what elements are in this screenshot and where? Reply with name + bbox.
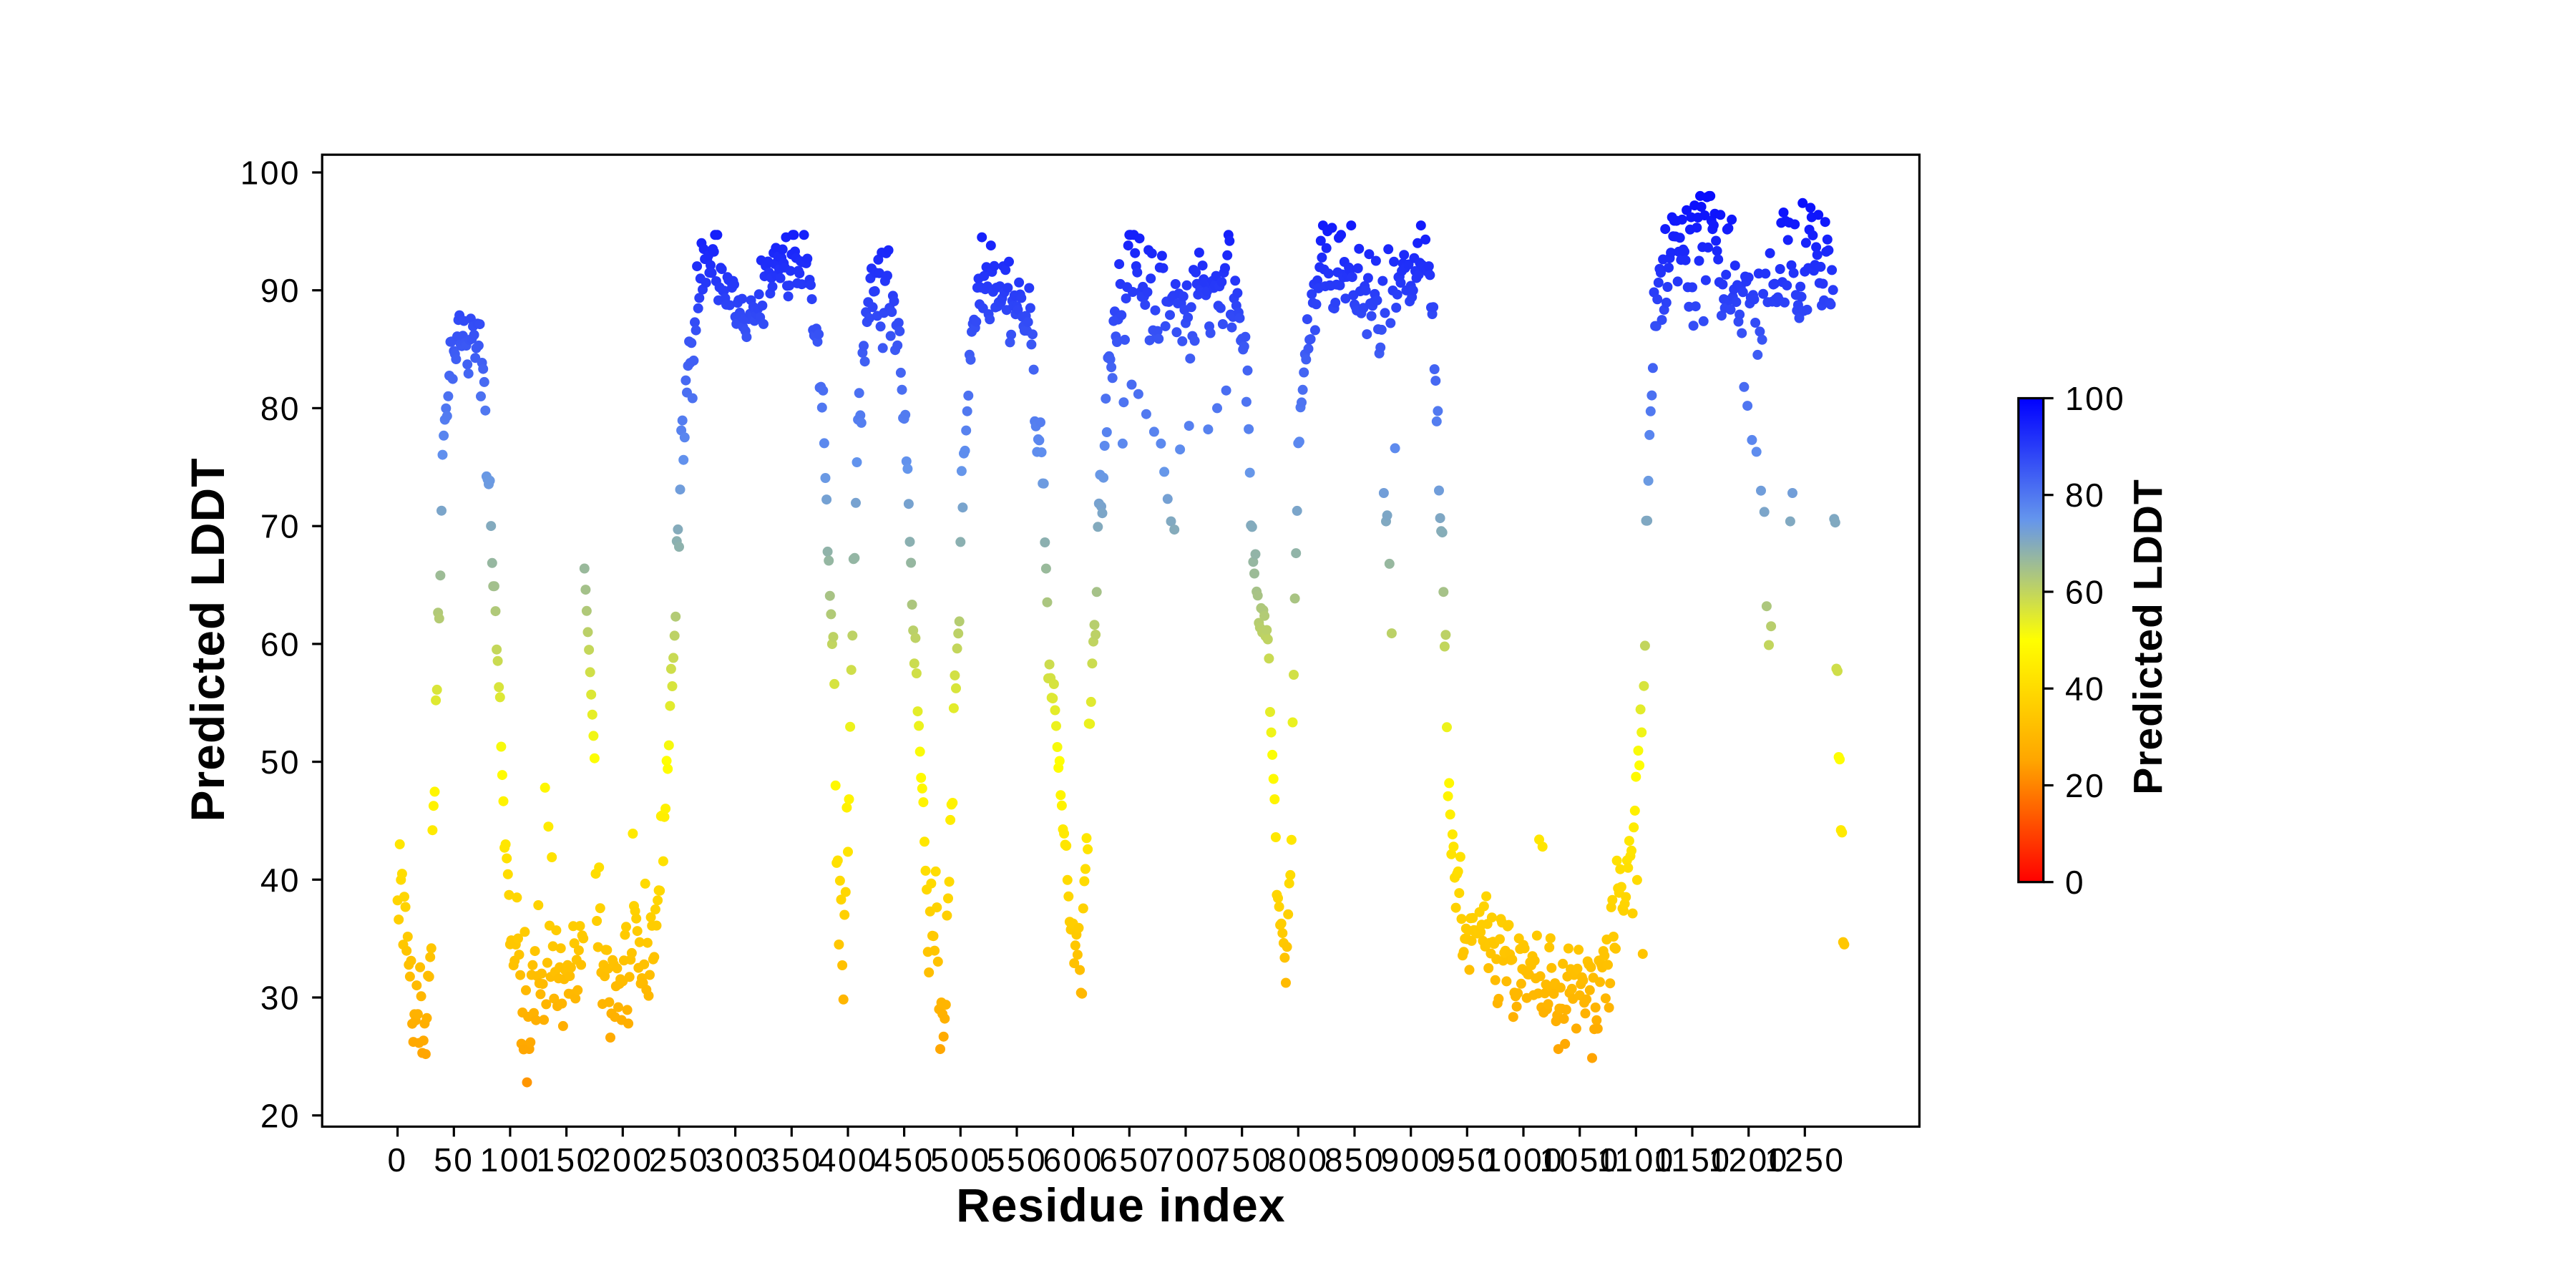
svg-text:250: 250 <box>649 1141 709 1179</box>
svg-text:350: 350 <box>761 1141 821 1179</box>
svg-text:950: 950 <box>1437 1141 1497 1179</box>
svg-text:20: 20 <box>2065 767 2105 804</box>
svg-text:0: 0 <box>388 1141 408 1179</box>
svg-text:Residue index: Residue index <box>956 1179 1285 1231</box>
svg-text:Predicted LDDT: Predicted LDDT <box>2125 479 2171 795</box>
svg-text:0: 0 <box>2065 864 2085 901</box>
svg-text:1150: 1150 <box>1654 1141 1732 1179</box>
svg-text:70: 70 <box>260 508 301 545</box>
svg-text:60: 60 <box>2065 574 2105 611</box>
svg-text:50: 50 <box>434 1141 474 1179</box>
svg-text:400: 400 <box>818 1141 878 1179</box>
svg-text:20: 20 <box>260 1097 301 1134</box>
svg-text:300: 300 <box>705 1141 765 1179</box>
svg-text:50: 50 <box>260 743 301 781</box>
svg-text:30: 30 <box>260 980 301 1017</box>
svg-text:1000: 1000 <box>1483 1141 1563 1179</box>
svg-text:800: 800 <box>1268 1141 1328 1179</box>
svg-text:750: 750 <box>1212 1141 1272 1179</box>
svg-text:80: 80 <box>2065 477 2105 514</box>
svg-text:550: 550 <box>987 1141 1047 1179</box>
svg-text:600: 600 <box>1043 1141 1103 1179</box>
svg-text:900: 900 <box>1381 1141 1441 1179</box>
svg-text:200: 200 <box>592 1141 653 1179</box>
svg-text:1200: 1200 <box>1709 1141 1789 1179</box>
svg-text:40: 40 <box>260 862 301 899</box>
svg-text:500: 500 <box>930 1141 990 1179</box>
svg-text:40: 40 <box>2065 670 2105 708</box>
svg-text:850: 850 <box>1324 1141 1385 1179</box>
svg-text:150: 150 <box>536 1141 596 1179</box>
svg-text:100: 100 <box>480 1141 540 1179</box>
svg-text:60: 60 <box>260 625 301 663</box>
svg-text:90: 90 <box>260 272 301 309</box>
svg-text:700: 700 <box>1156 1141 1216 1179</box>
svg-text:1250: 1250 <box>1765 1141 1845 1179</box>
svg-text:100: 100 <box>240 155 301 192</box>
svg-text:1050: 1050 <box>1540 1141 1620 1179</box>
svg-text:100: 100 <box>2065 380 2125 417</box>
svg-text:650: 650 <box>1099 1141 1159 1179</box>
svg-text:Predicted LDDT: Predicted LDDT <box>181 457 234 821</box>
svg-text:450: 450 <box>874 1141 934 1179</box>
svg-text:1100: 1100 <box>1597 1141 1675 1179</box>
svg-text:80: 80 <box>260 390 301 427</box>
